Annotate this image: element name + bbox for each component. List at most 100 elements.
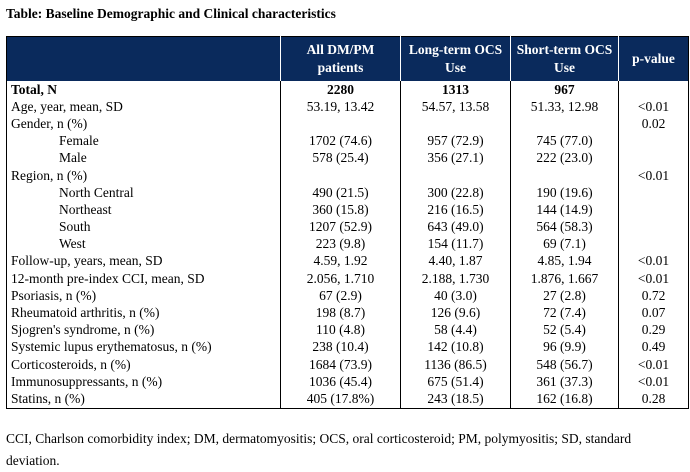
row-label: Follow-up, years, mean, SD (11, 253, 163, 269)
table-row: Statins, n (%) 405 (17.8%) 243 (18.5) 162 (… (7, 390, 689, 409)
table-cell: 238 (10.4) (280, 338, 401, 356)
table-row: Psoriasis, n (%) 67 (2.9) 40 (3.0) 27 (2.8)… (7, 287, 689, 305)
table-cell (618, 184, 689, 202)
table-cell: 0.28 (618, 390, 689, 409)
table-cell: 67 (2.9) (280, 287, 401, 305)
table-cell: 548 (56.7) (510, 356, 619, 374)
table-cell (618, 149, 689, 167)
table-cell: <0.01 (618, 166, 689, 185)
table-body: Total, N 2280 1313 967 Age, year, mean, SD 53… (7, 81, 689, 409)
table-cell: 0.29 (618, 321, 689, 339)
table-cell (618, 81, 689, 99)
table-cell: 142 (10.8) (400, 338, 511, 356)
table-cell (618, 132, 689, 150)
table-row: Rheumatoid arthritis, n (%) 198 (8.7) 126 … (7, 304, 689, 322)
table-cell: 223 (9.8) (280, 235, 401, 253)
table-cell: 4.40, 1.87 (400, 252, 511, 271)
table-cell: 58 (4.4) (400, 321, 511, 339)
column-header: All DM/PM patients (280, 36, 401, 81)
table-row: Region, n (%) <0.01 (7, 166, 689, 185)
table-cell: 675 (51.4) (400, 373, 511, 391)
table-cell: 1136 (86.5) (400, 356, 511, 374)
table-row: Gender, n (%) 0.02 (7, 115, 689, 133)
table-row: Sjogren's syndrome, n (%) 110 (4.8) 58 (4.… (7, 321, 689, 339)
table-cell: 1207 (52.9) (280, 218, 401, 236)
header-row: All DM/PM patients Long-term OCS Use Short… (6, 36, 689, 81)
table-row: Immunosuppressants, n (%) 1036 (45.4) 675 … (7, 373, 689, 391)
table-cell: 126 (9.6) (400, 304, 511, 322)
table-cell: 1.876, 1.667 (510, 270, 619, 288)
table-cell: 356 (27.1) (400, 149, 511, 167)
table-cell: 0.02 (618, 115, 689, 133)
row-label: Northeast (59, 201, 112, 217)
table-cell: 0.72 (618, 287, 689, 305)
table-cell: <0.01 (618, 252, 689, 271)
table-cell: 154 (11.7) (400, 235, 511, 253)
table-cell: 0.49 (618, 338, 689, 356)
table-cell: 51.33, 12.98 (510, 98, 619, 116)
table-cell: 1036 (45.4) (280, 373, 401, 391)
table-cell: 27 (2.8) (510, 287, 619, 305)
table-cell: 52 (5.4) (510, 321, 619, 339)
table-row: Male 578 (25.4) 356 (27.1) 222 (23.0) (7, 149, 689, 167)
table-cell: <0.01 (618, 98, 689, 116)
row-label: 12-month pre-index CCI, mean, SD (11, 270, 205, 286)
table-cell: 190 (19.6) (510, 184, 619, 202)
table-cell: 360 (15.8) (280, 201, 401, 219)
row-label: Female (59, 133, 99, 149)
table-cell: 745 (77.0) (510, 132, 619, 150)
table-cell (400, 166, 511, 185)
table: All DM/PM patients Long-term OCS Use Short… (6, 36, 689, 409)
table-cell: 144 (14.9) (510, 201, 619, 219)
table-cell: <0.01 (618, 270, 689, 288)
table-cell: 222 (23.0) (510, 149, 619, 167)
row-label: Immunosuppressants, n (%) (11, 373, 163, 389)
table-cell: 162 (16.8) (510, 390, 619, 409)
row-label: Sjogren's syndrome, n (%) (11, 322, 155, 338)
table-cell: 967 (510, 81, 619, 99)
table-cell: 1313 (400, 81, 511, 99)
row-label: Psoriasis, n (%) (11, 287, 97, 303)
table-row: West 223 (9.8) 154 (11.7) 69 (7.1) (7, 235, 689, 253)
table-cell: 490 (21.5) (280, 184, 401, 202)
table-cell: <0.01 (618, 356, 689, 374)
table-cell: 4.85, 1.94 (510, 252, 619, 271)
table-row: Total, N 2280 1313 967 (7, 81, 689, 99)
table-cell: 2280 (280, 81, 401, 99)
table-cell: 40 (3.0) (400, 287, 511, 305)
table-cell: 2.188, 1.730 (400, 270, 511, 288)
row-label: Rheumatoid arthritis, n (%) (11, 305, 160, 321)
column-header: Long-term OCS Use (400, 36, 511, 81)
table-cell: 54.57, 13.58 (400, 98, 511, 116)
table-cell: 72 (7.4) (510, 304, 619, 322)
table-cell: 405 (17.8%) (280, 390, 401, 409)
table-row: Follow-up, years, mean, SD 4.59, 1.92 4.40… (7, 252, 689, 271)
footnote: CCI, Charlson comorbidity index; DM, der… (6, 431, 632, 468)
row-label: Statins, n (%) (11, 390, 85, 406)
table-cell: 198 (8.7) (280, 304, 401, 322)
table-row: Corticosteroids, n (%) 1684 (73.9) 1136 (8… (7, 356, 689, 374)
table-row: South 1207 (52.9) 643 (49.0) 564 (58.3) (7, 218, 689, 236)
row-label: Gender, n (%) (11, 115, 88, 131)
table-row: North Central 490 (21.5) 300 (22.8) 190 (19… (7, 184, 689, 202)
table-cell: 0.07 (618, 304, 689, 322)
column-header: p-value (618, 36, 689, 81)
column-header: Short-term OCS Use (510, 36, 619, 81)
table-cell (510, 115, 619, 133)
row-label: Systemic lupus erythematosus, n (%) (11, 339, 212, 355)
table-row: Systemic lupus erythematosus, n (%) 238 (… (7, 338, 689, 356)
table-cell: 216 (16.5) (400, 201, 511, 219)
table-cell: 300 (22.8) (400, 184, 511, 202)
table-cell (400, 115, 511, 133)
table-cell: 110 (4.8) (280, 321, 401, 339)
table-cell (280, 115, 401, 133)
row-label: Region, n (%) (11, 167, 88, 183)
table-title: Table: Baseline Demographic and Clinical… (6, 6, 336, 21)
table-row: 12-month pre-index CCI, mean, SD 2.056, 1… (7, 270, 689, 288)
table-cell: 957 (72.9) (400, 132, 511, 150)
table-cell: 96 (9.9) (510, 338, 619, 356)
row-label: Corticosteroids, n (%) (11, 356, 131, 372)
row-label: West (59, 236, 86, 252)
row-label: Male (59, 150, 87, 166)
